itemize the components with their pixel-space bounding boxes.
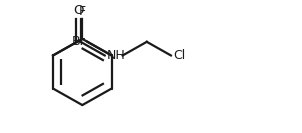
Text: F: F bbox=[79, 5, 86, 18]
Text: Cl: Cl bbox=[173, 49, 185, 62]
Text: NH: NH bbox=[107, 49, 125, 62]
Text: O: O bbox=[74, 4, 84, 16]
Text: Br: Br bbox=[72, 35, 85, 48]
